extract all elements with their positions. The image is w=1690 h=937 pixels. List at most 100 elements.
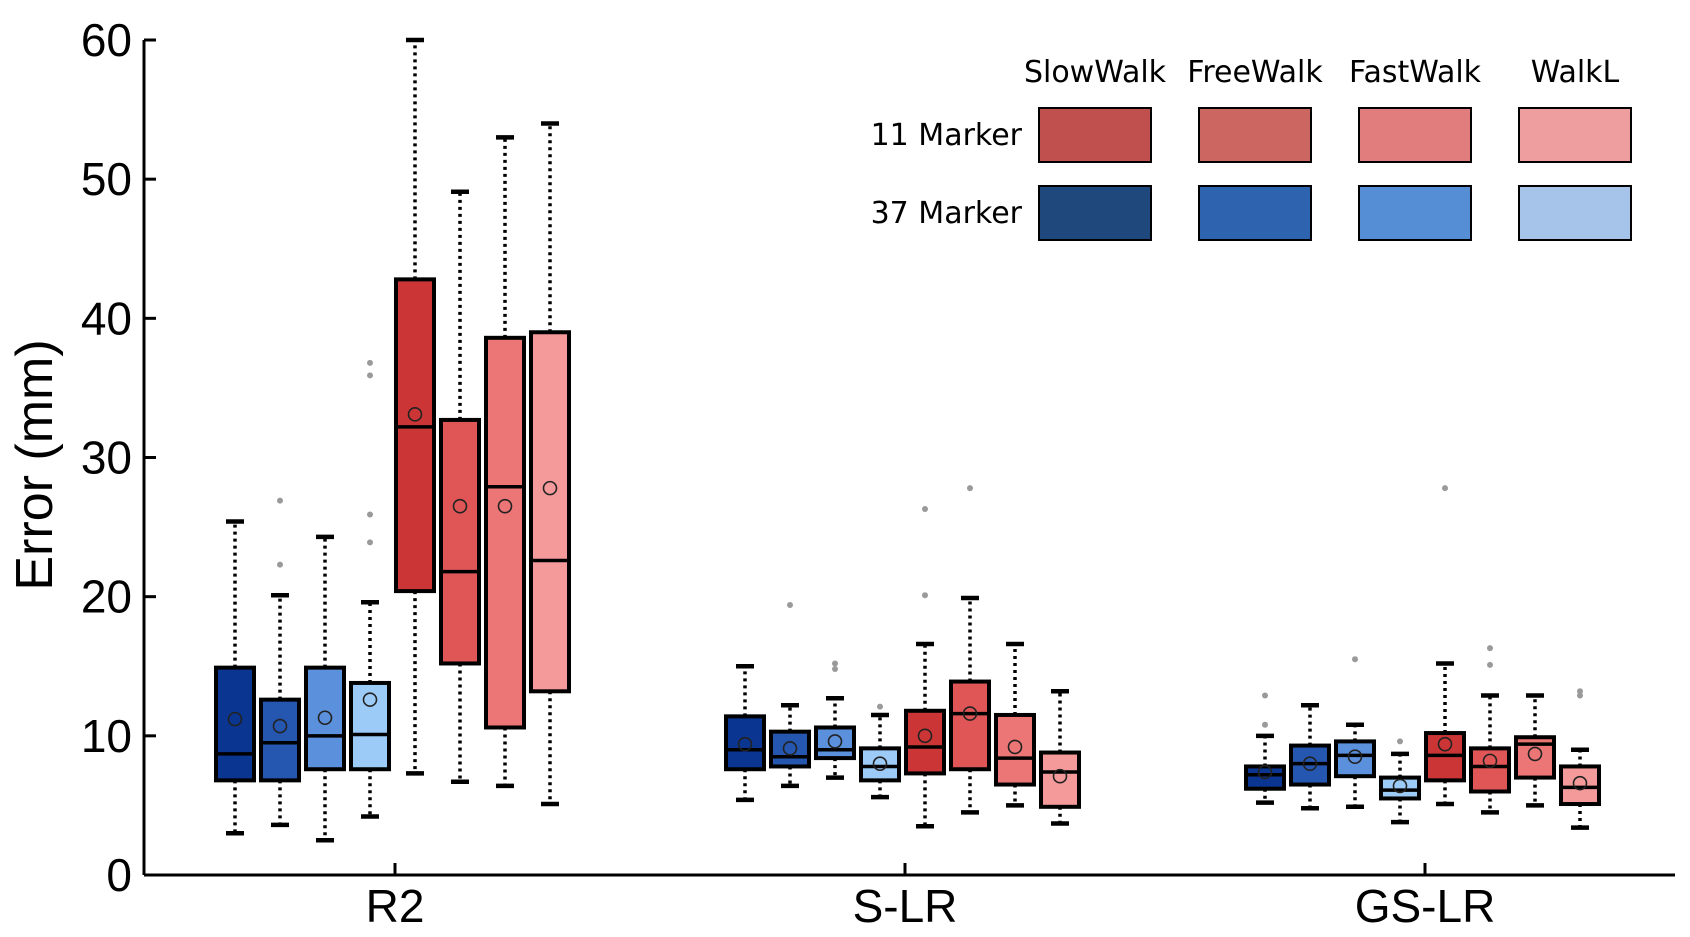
- mean-marker: [542, 480, 558, 496]
- box-iqr: [859, 746, 901, 783]
- box-group: [724, 664, 766, 803]
- outlier-point: [367, 372, 373, 379]
- box-group: [904, 505, 946, 829]
- outlier-point: [277, 561, 283, 568]
- box-iqr: [394, 277, 436, 594]
- mean-marker: [227, 711, 243, 727]
- mean-marker: [872, 756, 888, 771]
- box-group: [1289, 702, 1331, 811]
- x-tick-label-s-lr: S-LR: [853, 880, 958, 932]
- legend-swatch: [1038, 185, 1152, 241]
- mean-marker: [1527, 746, 1543, 762]
- box-group: [769, 602, 811, 789]
- mean-marker: [1572, 775, 1588, 791]
- y-tick-label: 50: [81, 153, 132, 205]
- legend-column-label: SlowWalk: [1024, 55, 1167, 90]
- legend-swatch: [1358, 185, 1472, 241]
- legend-row-label: 37 Marker: [871, 196, 1023, 231]
- outlier-point: [1577, 688, 1583, 695]
- legend-swatch: [1038, 107, 1152, 163]
- mean-marker: [827, 734, 843, 749]
- legend-column-label: FreeWalk: [1187, 55, 1323, 90]
- box-group: [529, 121, 571, 807]
- legend-column-label: WalkL: [1531, 55, 1620, 90]
- box-group: [1379, 738, 1421, 825]
- outlier-point: [832, 660, 838, 667]
- box-group: [859, 703, 901, 800]
- box-iqr: [769, 729, 811, 769]
- axes: 0 10 20 30 40 50 60 R2 S-LR GS-LR Error (mm): [6, 14, 1675, 932]
- outlier-point: [1352, 656, 1358, 663]
- legend: SlowWalk FreeWalk FastWalk WalkL 11 Marker 37…: [871, 55, 1632, 241]
- box-iqr: [1559, 764, 1601, 807]
- outlier-point: [367, 359, 373, 366]
- box-group: [1469, 645, 1511, 815]
- outlier-point: [922, 505, 928, 512]
- mean-marker: [1437, 736, 1453, 752]
- box-iqr: [1334, 739, 1376, 779]
- mean-marker: [452, 498, 468, 514]
- y-tick-label: 10: [81, 710, 132, 762]
- outlier-point: [1442, 485, 1448, 492]
- outlier-point: [832, 666, 838, 673]
- outlier-point: [787, 602, 793, 609]
- box-group: [1514, 693, 1556, 808]
- box-iqr: [724, 714, 766, 772]
- box-iqr: [304, 665, 346, 772]
- x-tick-label-gs-lr: GS-LR: [1355, 880, 1496, 932]
- box-iqr: [1244, 764, 1286, 791]
- plot-area: [214, 37, 1601, 843]
- y-tick-label: 20: [81, 571, 132, 623]
- outlier-point: [1487, 661, 1493, 668]
- box-group: [214, 519, 256, 836]
- mean-marker: [1052, 768, 1068, 784]
- box-group: [439, 189, 481, 785]
- mean-marker: [362, 692, 378, 707]
- outlier-point: [1487, 645, 1493, 652]
- y-tick-label: 40: [81, 292, 132, 344]
- y-tick-label: 0: [106, 849, 132, 901]
- x-ticks: R2 S-LR GS-LR: [366, 863, 1496, 932]
- outlier-point: [922, 592, 928, 599]
- y-axis-label: Error (mm): [6, 339, 64, 590]
- legend-swatch: [1518, 185, 1632, 241]
- box-group: [814, 660, 856, 780]
- mean-marker: [1257, 764, 1273, 780]
- box-group: [304, 534, 346, 843]
- box-group: [484, 135, 526, 789]
- mean-marker: [1347, 749, 1363, 765]
- y-tick-label: 60: [81, 14, 132, 66]
- box-iqr: [814, 725, 856, 761]
- y-ticks: 0 10 20 30 40 50 60: [81, 14, 156, 901]
- outlier-point: [367, 511, 373, 518]
- mean-marker: [917, 728, 933, 744]
- box-group: [1039, 689, 1081, 826]
- box-group: [994, 641, 1036, 808]
- box-group: [1334, 656, 1376, 810]
- outlier-point: [1577, 692, 1583, 699]
- box-iqr: [349, 680, 391, 772]
- mean-marker: [497, 498, 513, 514]
- box-group: [1424, 485, 1466, 807]
- legend-column-label: FastWalk: [1349, 55, 1482, 90]
- box-iqr: [214, 665, 256, 783]
- box-group: [1244, 692, 1286, 805]
- box-iqr: [259, 697, 301, 783]
- mean-marker: [1302, 756, 1318, 771]
- box-iqr: [1379, 775, 1421, 801]
- box-iqr: [1469, 746, 1511, 794]
- box-group: [394, 37, 436, 776]
- legend-row-label: 11 Marker: [871, 118, 1023, 153]
- box-iqr: [439, 417, 481, 666]
- legend-swatch: [1358, 107, 1472, 163]
- box-iqr: [1039, 750, 1081, 809]
- legend-swatch: [1198, 185, 1312, 241]
- outlier-point: [877, 703, 883, 710]
- mean-marker: [317, 710, 333, 726]
- outlier-point: [277, 497, 283, 504]
- mean-marker: [1392, 778, 1408, 794]
- legend-swatch: [1518, 107, 1632, 163]
- outlier-point: [1262, 692, 1268, 699]
- mean-marker: [782, 741, 798, 756]
